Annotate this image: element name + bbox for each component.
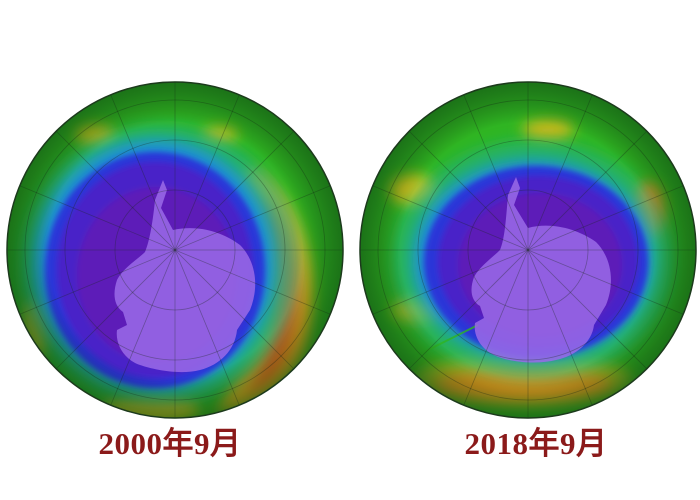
caption-2018: 2018年9月 [464, 426, 608, 461]
caption-2000: 2000年9月 [98, 426, 242, 461]
ozone-globe-2018 [358, 80, 698, 420]
ozone-globe-2000 [5, 80, 345, 420]
